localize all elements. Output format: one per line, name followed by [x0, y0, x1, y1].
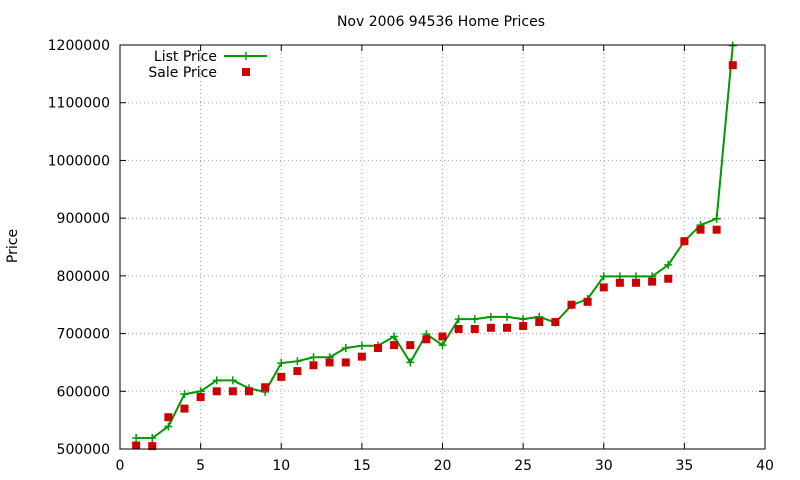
- y-tick-label: 900000: [57, 211, 110, 227]
- list-price-point: [180, 390, 189, 399]
- list-price-point: [148, 434, 157, 443]
- list-price-point: [438, 341, 447, 350]
- sale-price-point: [180, 404, 189, 413]
- sale-price-point: [680, 237, 689, 246]
- x-tick-label: 5: [196, 458, 205, 474]
- sale-price-point: [309, 361, 318, 370]
- x-tick-label: 10: [272, 458, 290, 474]
- x-tick-label: 0: [116, 458, 125, 474]
- list-price-point: [519, 315, 528, 324]
- list-price-point: [390, 332, 399, 341]
- sale-price-point: [519, 322, 528, 331]
- x-tick-label: 25: [514, 458, 532, 474]
- list-price-point: [664, 260, 673, 269]
- list-price-point: [309, 353, 318, 362]
- list-price-point: [712, 214, 721, 223]
- list-price-point: [486, 312, 495, 321]
- sale-price-point: [261, 383, 270, 392]
- list-price-point: [599, 272, 608, 281]
- list-price-point: [728, 41, 737, 50]
- list-price-point: [164, 422, 173, 431]
- sale-price-point: [196, 393, 205, 402]
- sale-price-point: [422, 335, 431, 344]
- y-tick-label: 1200000: [48, 38, 110, 54]
- sale-price-point: [132, 441, 141, 450]
- x-tick-label: 35: [675, 458, 693, 474]
- y-axis-label: Price: [5, 229, 21, 263]
- legend-marker-sale-price: [242, 68, 250, 76]
- legend-label-list-price: List Price: [154, 49, 217, 65]
- list-price-point: [212, 376, 221, 385]
- sale-price-point: [228, 387, 237, 396]
- sale-price-point: [357, 352, 366, 361]
- sale-price-point: [245, 387, 253, 396]
- list-price-point: [454, 315, 463, 324]
- legend-marker-list-price: [242, 52, 250, 60]
- plot-frame: [119, 44, 766, 450]
- sale-price-point: [503, 323, 511, 332]
- sale-price-point: [648, 277, 657, 286]
- data-series: [132, 41, 737, 451]
- legend-label-sale-price: Sale Price: [148, 65, 217, 81]
- y-tick-label: 700000: [57, 327, 110, 343]
- sale-price-point: [551, 318, 560, 327]
- chart-title: Nov 2006 94536 Home Prices: [337, 14, 545, 30]
- list-price-point: [406, 358, 415, 367]
- list-price-point: [277, 359, 286, 368]
- sale-price-point: [454, 324, 463, 333]
- sale-price-point: [696, 225, 705, 234]
- y-tick-label: 1100000: [48, 96, 110, 112]
- y-tick-label: 500000: [57, 442, 110, 458]
- grid-lines: [120, 45, 765, 449]
- sale-price-point: [325, 358, 334, 367]
- list-price-point: [132, 434, 141, 443]
- x-tick-label: 30: [595, 458, 613, 474]
- y-tick-label: 1000000: [48, 153, 110, 169]
- sale-price-point: [277, 372, 286, 381]
- sale-price-point: [148, 442, 157, 451]
- sale-price-point: [664, 274, 673, 283]
- list-price-point: [357, 341, 366, 350]
- sale-price-point: [535, 318, 544, 327]
- list-price-point: [228, 376, 237, 385]
- axis-ticks: 0 5 10 15 20 25 30 35 40 500000 600000 700000 800000…: [48, 38, 774, 474]
- x-tick-label: 40: [756, 458, 774, 474]
- list-price-point: [503, 312, 511, 321]
- sale-price-point: [438, 332, 447, 341]
- sale-price-point: [728, 61, 737, 70]
- sale-price-point: [615, 278, 624, 287]
- sale-price-point: [567, 300, 576, 309]
- sale-price-point: [486, 323, 495, 332]
- sale-price-point: [374, 344, 382, 352]
- sale-price-point: [712, 225, 721, 234]
- sale-price-point: [470, 324, 479, 333]
- y-tick-label: 600000: [57, 384, 110, 400]
- sale-price-point: [599, 283, 608, 292]
- list-price-point: [341, 344, 350, 352]
- list-price-point: [470, 315, 479, 324]
- sale-price-point: [293, 367, 302, 376]
- y-tick-label: 800000: [57, 269, 110, 285]
- list-price-line: [136, 45, 734, 440]
- sale-price-point: [632, 278, 640, 287]
- sale-price-point: [390, 341, 399, 350]
- x-tick-label: 15: [353, 458, 371, 474]
- sale-price-point: [341, 358, 350, 367]
- list-price-point: [293, 357, 302, 366]
- sale-price-point: [212, 387, 221, 396]
- sale-price-point: [164, 413, 173, 422]
- x-tick-label: 20: [434, 458, 452, 474]
- sale-price-point: [583, 297, 592, 306]
- sale-price-point: [406, 341, 415, 350]
